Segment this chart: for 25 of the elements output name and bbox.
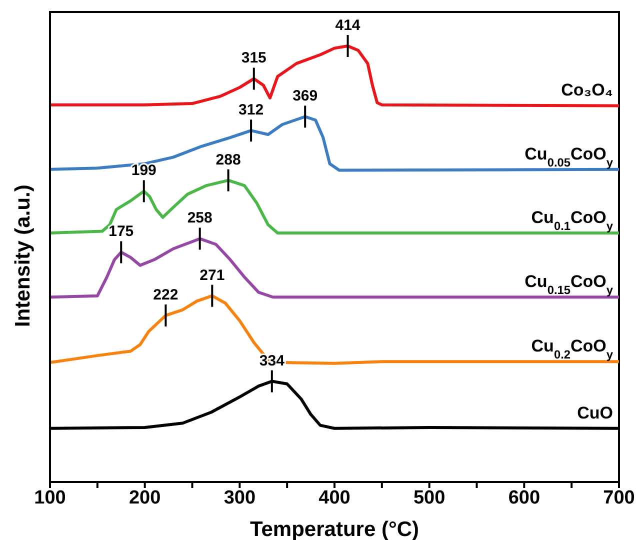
x-tick-label: 500 [413,487,446,508]
x-tick-label: 600 [508,487,540,508]
annotation: 288 [216,151,241,168]
annotation: 271 [200,266,225,284]
x-tick-label: 400 [318,487,350,508]
series-label: Cu$_{0.1}$CoO$_{y}$ [531,208,614,234]
annotation: 175 [108,223,134,240]
annotation: 258 [187,210,212,227]
annotation: 369 [292,88,318,105]
series-label: Cu$_{0.15}$CoO$_{y}$ [524,272,614,298]
annotation: 414 [335,17,361,34]
x-tick-label: 700 [603,487,635,508]
series-label: Cu$_{0.2}$CoO$_{y}$ [531,336,614,362]
x-axis-title: Temperature (°C) [250,518,420,541]
y-axis-title: Intensity (a.u.) [11,184,34,327]
series-label: Co₃O₄ [561,80,613,100]
series-label: CuO [577,403,613,422]
annotation: 315 [241,50,266,67]
x-tick-label: 200 [128,487,161,508]
annotation: 312 [238,102,264,119]
series-label: Cu$_{0.05}$CoO$_{y}$ [524,144,614,170]
annotation: 199 [131,162,156,180]
annotation: 222 [153,286,178,304]
x-tick-label: 100 [34,487,66,508]
x-tick-label: 300 [224,487,256,508]
